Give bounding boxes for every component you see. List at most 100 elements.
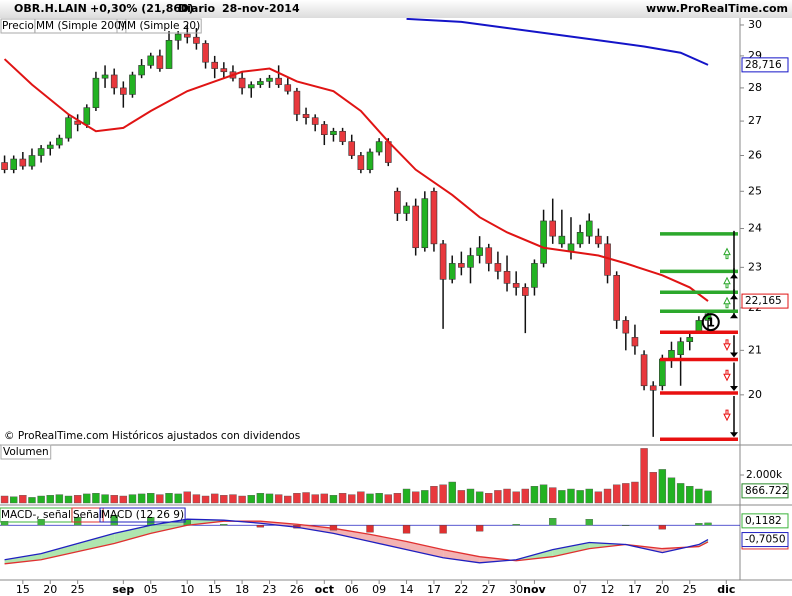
volume-bar xyxy=(549,487,557,504)
candle-body xyxy=(348,141,356,156)
candle-body xyxy=(101,74,109,79)
macd-fill xyxy=(150,519,188,534)
volume-bar xyxy=(247,495,255,504)
candle-body xyxy=(421,198,429,249)
volume-bar xyxy=(137,493,146,504)
histogram-bar xyxy=(585,519,593,526)
macd-fill xyxy=(114,525,151,544)
volume-bar xyxy=(695,488,703,504)
volume-bar xyxy=(585,488,593,504)
volume-bar xyxy=(603,488,612,504)
annotation-circle xyxy=(701,313,720,332)
volume-bar xyxy=(238,495,246,504)
volume-bar xyxy=(704,490,712,504)
level-arrow-head xyxy=(730,352,738,358)
candle-body xyxy=(302,114,310,119)
histogram-bar xyxy=(0,521,9,526)
last-value-box xyxy=(741,483,789,499)
volume-bar xyxy=(37,495,45,504)
volume-bar xyxy=(293,493,301,504)
date: 28-nov-2014 xyxy=(222,2,300,15)
y-tick-label: 25 xyxy=(748,184,762,197)
candle-body xyxy=(448,263,456,280)
volume-bar xyxy=(430,486,438,504)
candle-body xyxy=(613,275,620,321)
histogram-bar xyxy=(220,524,228,526)
level-arrow-small xyxy=(723,276,731,289)
y-tick-label: 23 xyxy=(748,260,762,273)
y-tick-label: 2.000k xyxy=(746,469,783,481)
last-value-box xyxy=(741,513,789,529)
candle-body xyxy=(238,77,246,89)
x-tick-label: 15 xyxy=(208,583,222,596)
histogram-bar xyxy=(366,525,374,533)
x-tick-label: nov xyxy=(523,583,546,596)
x-tick-label: 07 xyxy=(573,583,587,596)
last-value-label: 22,165 xyxy=(745,295,782,307)
volume-bar xyxy=(667,477,676,504)
volume-bar xyxy=(576,490,584,504)
last-value-label: 866.722 xyxy=(745,485,788,497)
volume-bar xyxy=(110,495,118,504)
volume-bar xyxy=(512,491,520,504)
candle-body xyxy=(640,354,648,387)
candle-body xyxy=(138,65,145,76)
candle-body xyxy=(220,68,228,73)
site: www.ProRealTime.com xyxy=(646,2,788,15)
volume-bar xyxy=(55,494,64,504)
candle-body xyxy=(631,337,639,347)
legend-box xyxy=(34,18,127,34)
volume-bar xyxy=(0,495,9,504)
indicator-line xyxy=(4,518,709,564)
candle-body xyxy=(339,130,346,142)
candle-body xyxy=(56,137,63,146)
candle-body xyxy=(92,77,100,108)
candle-body xyxy=(83,107,91,125)
volume-bar xyxy=(28,497,36,504)
candle-body xyxy=(394,190,401,214)
legend-entry: MM (Simple 20) xyxy=(118,20,200,32)
candle-body xyxy=(147,55,155,66)
y-tick-label: 28 xyxy=(748,81,762,94)
volume-bar xyxy=(485,493,493,504)
indicator-line xyxy=(3,58,709,302)
volume-bar xyxy=(338,493,347,504)
y-tick-label: 24 xyxy=(748,222,762,235)
x-tick-label: 27 xyxy=(482,583,496,596)
volume-bar xyxy=(567,488,575,504)
x-tick-label: 23 xyxy=(263,583,277,596)
candle-body xyxy=(512,283,520,288)
volume-bar xyxy=(640,448,648,504)
symbol: OBR.H.LAIN xyxy=(14,2,87,15)
x-tick-label: dic xyxy=(717,583,735,596)
candle-body xyxy=(257,81,264,85)
level-arrow-small xyxy=(723,409,731,422)
volume-bar xyxy=(274,494,283,504)
header-bar xyxy=(0,0,792,18)
candle-body xyxy=(183,33,191,38)
volume-bar xyxy=(348,494,356,504)
candle-body xyxy=(366,151,374,170)
volume-bar xyxy=(265,493,274,504)
volume-bar xyxy=(375,493,383,504)
candle-body xyxy=(330,130,337,135)
volume-bar xyxy=(448,481,456,504)
candle-body xyxy=(494,263,502,272)
y-tick-label: 21 xyxy=(748,343,762,356)
candle-body xyxy=(10,158,18,170)
level-arrow-small xyxy=(723,296,731,309)
volume-bar xyxy=(220,495,228,504)
x-tick-label: 22 xyxy=(454,583,468,596)
candle-body xyxy=(193,36,200,44)
volume-bar xyxy=(366,493,374,504)
level-arrow-small xyxy=(723,369,731,382)
x-tick-label: 14 xyxy=(400,583,414,596)
candle-body xyxy=(174,33,182,41)
candle-body xyxy=(28,155,36,167)
volume-bar xyxy=(92,493,100,504)
candle-body xyxy=(275,77,282,85)
candle-body xyxy=(476,247,483,256)
candle-body xyxy=(375,141,383,153)
legend-box xyxy=(0,444,52,460)
y-tick-label: 30 xyxy=(748,18,762,31)
